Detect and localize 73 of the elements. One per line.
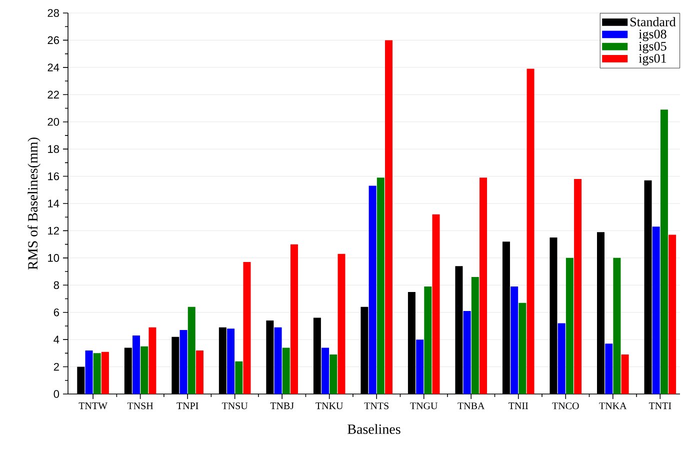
legend-label: igs01	[638, 54, 666, 66]
bar	[274, 327, 282, 394]
bar	[621, 354, 629, 394]
bar	[93, 353, 101, 394]
bar	[518, 302, 526, 394]
bar	[338, 254, 346, 394]
y-tick-label: 2	[54, 362, 59, 371]
y-tick-label: 22	[48, 90, 59, 98]
bar	[330, 354, 338, 394]
bar	[574, 179, 582, 394]
bar	[510, 286, 518, 394]
x-tick-label: TNII	[508, 402, 528, 410]
y-tick-label: 0	[54, 390, 60, 398]
bar	[416, 340, 424, 394]
bar	[235, 361, 243, 394]
bar	[290, 244, 298, 394]
bar	[282, 348, 290, 394]
bar	[526, 68, 534, 394]
bar	[385, 40, 393, 394]
bar	[227, 328, 235, 394]
x-tick-label: TNKA	[599, 402, 627, 410]
bar	[558, 323, 566, 394]
x-tick-label: TNTS	[364, 402, 388, 410]
bar	[368, 186, 376, 394]
x-axis-title: Baselines	[348, 424, 400, 434]
bar	[188, 306, 196, 394]
bar	[132, 335, 140, 394]
bar	[243, 262, 251, 394]
legend-label: igs08	[638, 30, 666, 42]
bar	[101, 352, 109, 394]
bar	[652, 226, 660, 394]
y-tick-label: 20	[48, 118, 60, 126]
bar	[180, 330, 188, 394]
bar	[322, 348, 330, 394]
y-tick-label: 10	[48, 254, 60, 262]
bar	[566, 258, 574, 394]
y-tick-label: 8	[54, 281, 60, 290]
x-tick-label: TNKU	[316, 402, 344, 410]
bar	[668, 234, 676, 394]
bar	[471, 276, 479, 394]
bar	[605, 344, 613, 394]
x-tick-label: TNSH	[127, 402, 154, 410]
x-tick-label: TNSU	[222, 402, 248, 410]
bar	[432, 214, 440, 394]
y-tick-label: 4	[54, 336, 60, 344]
x-tick-label: TNBA	[458, 402, 485, 410]
y-tick-label: 18	[48, 145, 59, 153]
bar	[148, 327, 156, 394]
y-tick-label: 26	[48, 36, 59, 44]
bar	[463, 310, 471, 394]
bar	[613, 258, 621, 394]
x-tick-label: TNPI	[176, 402, 198, 410]
y-tick-label: 14	[48, 200, 60, 208]
bar	[660, 110, 668, 394]
bar	[196, 350, 204, 394]
y-tick-label: 6	[54, 308, 60, 316]
x-tick-label: TNCO	[552, 402, 579, 410]
bar	[424, 286, 432, 394]
x-tick-label: TNBJ	[270, 402, 294, 410]
x-tick-label: TNTW	[78, 402, 108, 410]
x-tick-label: TNTI	[648, 402, 672, 410]
bar	[85, 350, 93, 394]
legend-label: Standard	[630, 17, 676, 26]
legend-label: igs05	[638, 42, 666, 54]
y-tick-label: 16	[48, 172, 59, 180]
y-tick-label: 28	[48, 9, 59, 17]
bar	[376, 178, 384, 394]
bar	[480, 178, 488, 394]
bar	[140, 346, 148, 394]
y-tick-label: 24	[48, 64, 60, 72]
y-axis-title: RMS of Baselines(mm)	[28, 138, 40, 270]
x-tick-label: TNGU	[410, 402, 438, 410]
y-tick-label: 12	[48, 226, 59, 235]
